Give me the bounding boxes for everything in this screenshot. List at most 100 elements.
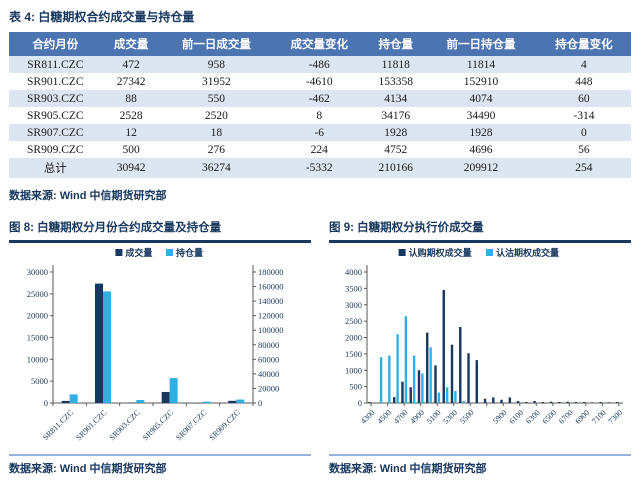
- chart9-figure: 认购期权成交量 认沽期权成交量 0 500 1000 1500 2000 2500 3000 35…: [345, 247, 625, 426]
- contracts-table: 合约月份 成交量 前一日成交量 成交量变化 持仓量 前一日持仓量 持仓量变化 SR811.C…: [9, 32, 631, 178]
- table-row: SR905.CZC 2528 2520 8 34176 34490 -314: [9, 107, 631, 124]
- open-interest-bar: [169, 378, 178, 403]
- x-axis-strike-label: 5900: [491, 408, 509, 426]
- open-interest-bar: [103, 291, 111, 403]
- volume-bar: [228, 400, 237, 403]
- call-volume-bar: [409, 387, 412, 403]
- left-axis-tick-label: 30000: [27, 267, 48, 277]
- table-cell: 34176: [381, 109, 411, 122]
- column-header: 持仓量变化: [536, 32, 631, 56]
- call-volume-bar: [549, 401, 553, 403]
- legend-swatch: [166, 249, 173, 256]
- table-cell: 500: [122, 143, 140, 156]
- right-axis-tick-label: 20000: [258, 383, 279, 393]
- right-axis-tick-label: 180000: [258, 267, 284, 277]
- call-volume-bar: [508, 397, 512, 403]
- table-cell: 30942: [101, 158, 161, 178]
- table-cell: 27342: [116, 75, 146, 88]
- call-volume-bar: [615, 402, 619, 403]
- right-axis-tick-label: 80000: [258, 340, 279, 350]
- put-volume-bar: [379, 357, 383, 403]
- chart9-source: 数据来源: Wind 中信期货研究部: [329, 463, 487, 475]
- table-cell: -314: [573, 109, 595, 122]
- x-axis-category-label: SR905.CZC: [141, 408, 175, 442]
- table-cell: 11818: [366, 56, 426, 73]
- y-axis-tick-label: 1000: [345, 365, 362, 375]
- table-cell: 总计: [9, 158, 102, 178]
- open-interest-bar: [236, 399, 245, 403]
- chart8-title-rule: [9, 240, 311, 243]
- put-volume-bar: [412, 355, 416, 403]
- legend-swatch: [115, 249, 123, 256]
- chart9-panel: 图 9: 白糖期权分执行价成交量 认购期权成交量 认沽期权成交量 0 500 1000 1…: [329, 219, 631, 476]
- table-cell: 153358: [378, 75, 413, 88]
- right-axis-tick-label: 120000: [258, 311, 284, 321]
- chart9-bottom-rule: [329, 454, 631, 456]
- y-axis-tick-label: 500: [349, 382, 362, 392]
- call-volume-bar: [582, 402, 586, 403]
- left-axis-tick-label: 15000: [27, 333, 48, 343]
- x-axis-strike-label: 4300: [359, 408, 377, 426]
- chart8-source: 数据来源: Wind 中信期货研究部: [9, 463, 167, 475]
- table-cell: 34490: [466, 109, 496, 122]
- call-volume-bar: [558, 402, 561, 403]
- x-axis-strike-label: 5100: [425, 408, 443, 426]
- x-axis-category-label: SR907.CZC: [174, 408, 208, 442]
- legend-label: 认沽期权成交量: [496, 247, 559, 258]
- left-axis-tick-label: 10000: [27, 354, 48, 364]
- call-volume-bar: [566, 401, 569, 403]
- right-axis-tick-label: 0: [258, 398, 262, 408]
- call-volume-bar: [516, 401, 520, 403]
- table-cell: 209912: [425, 158, 537, 178]
- put-volume-bar: [437, 392, 441, 403]
- table-cell: 2520: [204, 109, 228, 122]
- x-axis-strike-label: 6300: [524, 408, 542, 426]
- table-cell: 60: [536, 90, 631, 107]
- put-volume-bar: [388, 355, 391, 403]
- table-row: SR811.CZC 472 958 -486 11818 11814 4: [9, 56, 631, 73]
- table-cell: 4134: [366, 90, 426, 107]
- table-cell: -486: [272, 56, 367, 73]
- x-axis-strike-label: 7100: [590, 408, 608, 426]
- table-row: SR903.CZC 88 550 -462 4134 4074 60: [9, 90, 631, 107]
- chart8-figure: 成交量 持仓量 0 5000 10000 15000 20000 25000 30000 0 200…: [27, 247, 284, 442]
- left-axis-tick-label: 0: [44, 398, 48, 408]
- call-volume-bar: [417, 370, 421, 403]
- table-cell: SR907.CZC: [9, 124, 102, 141]
- x-axis-strike-label: 5500: [458, 408, 476, 426]
- call-volume-bar: [525, 402, 528, 403]
- y-axis-tick-label: 1500: [345, 349, 362, 359]
- y-axis-tick-label: 3000: [345, 300, 362, 310]
- x-axis-strike-label: 7300: [607, 408, 625, 426]
- table-cell: 254: [536, 158, 631, 178]
- call-volume-bar: [426, 332, 429, 403]
- chart8-bottom-rule: [9, 454, 311, 456]
- legend-label: 认购期权成交量: [409, 247, 472, 258]
- table-row-total: 总计 30942 36274 -5332 210166 209912 254: [9, 158, 631, 178]
- column-header: 成交量: [101, 32, 161, 56]
- left-axis-tick-label: 5000: [31, 376, 48, 386]
- axes: [50, 265, 256, 406]
- volume-bar: [128, 402, 137, 404]
- table-cell: 152910: [463, 75, 499, 88]
- table-cell: 472: [101, 56, 161, 73]
- table-cell: 4074: [425, 90, 537, 107]
- volume-bar: [161, 391, 170, 403]
- call-volume-bar: [459, 327, 462, 403]
- table-cell: 1928: [425, 124, 537, 141]
- table-cell: 4752: [384, 143, 408, 156]
- call-volume-bar: [393, 397, 396, 403]
- volume-bar: [95, 283, 103, 403]
- call-volume-bar: [442, 290, 445, 403]
- x-axis-strike-label: 4900: [408, 408, 426, 426]
- table-cell: SR905.CZC: [27, 109, 84, 122]
- table-cell: 550: [160, 90, 273, 107]
- bars: [368, 290, 619, 403]
- table-title: 表 4: 白糖期权合约成交量与持仓量: [9, 10, 195, 24]
- call-volume-bar: [434, 365, 437, 403]
- x-axis-strike-label: 5300: [441, 408, 459, 426]
- right-axis-tick-label: 160000: [258, 282, 284, 292]
- open-interest-bar: [203, 401, 211, 403]
- x-axis-strike-label: 4500: [375, 408, 393, 426]
- left-axis-tick-label: 25000: [27, 289, 48, 299]
